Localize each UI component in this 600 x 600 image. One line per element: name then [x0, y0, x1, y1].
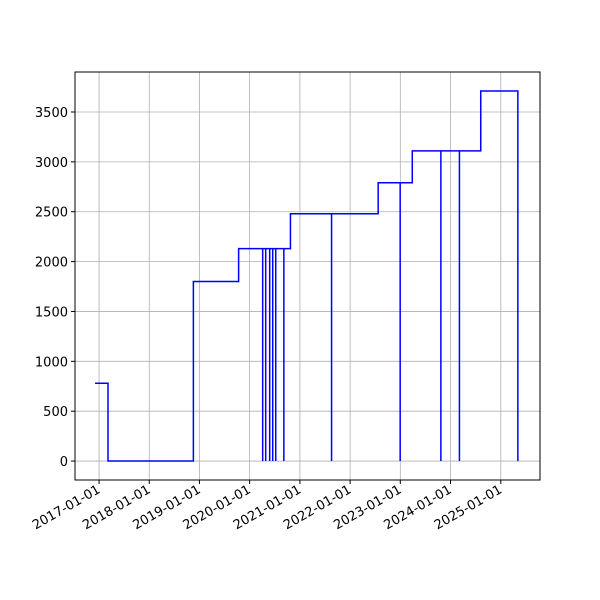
y-tick-label: 3000 [35, 156, 68, 171]
plot-frame [74, 71, 541, 481]
y-tick-label: 2500 [35, 206, 68, 221]
data-line [95, 90, 519, 462]
y-tick-label: 1500 [35, 305, 68, 320]
y-tick-label: 3500 [35, 106, 68, 121]
y-tick-label: 2000 [35, 256, 68, 271]
y-tick-label: 1000 [35, 355, 68, 370]
y-tick-label: 0 [60, 455, 68, 470]
y-tick-label: 500 [43, 405, 68, 420]
